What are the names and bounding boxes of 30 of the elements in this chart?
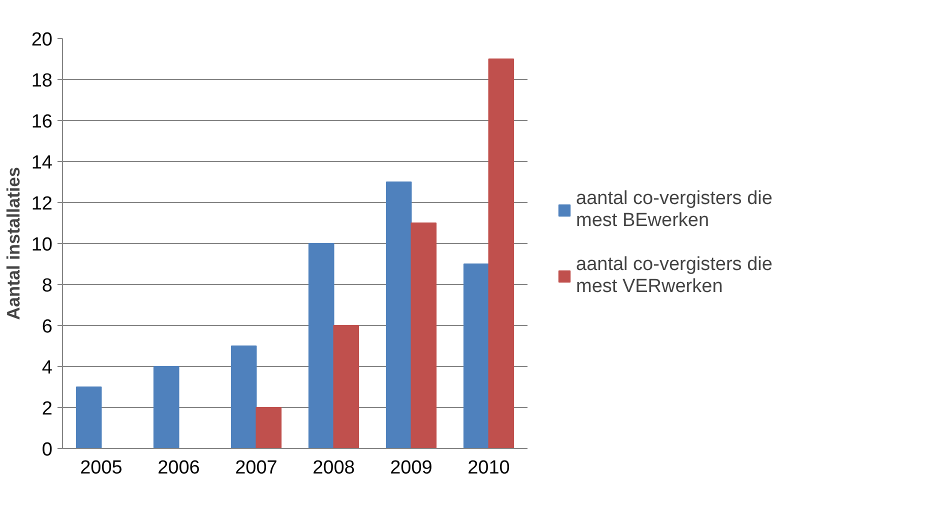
y-tick-label: 8 — [42, 276, 53, 296]
y-tick-label: 6 — [42, 316, 53, 338]
bar — [76, 386, 102, 448]
y-tick-label: 18 — [31, 70, 53, 92]
y-tick-label: 0 — [42, 440, 53, 460]
x-tick-label: 2007 — [235, 458, 278, 478]
bar — [463, 264, 490, 448]
y-tick-label: 14 — [31, 152, 53, 174]
y-tick-label: 2 — [42, 398, 53, 420]
bar — [256, 407, 282, 448]
bar — [308, 243, 334, 448]
y-tick-label: 12 — [31, 194, 53, 214]
legend-label: aantal co-vergisters die mest VERwerken — [576, 254, 772, 298]
bar — [333, 325, 360, 448]
y-tick-label: 16 — [31, 112, 53, 132]
bar — [410, 222, 437, 448]
bar — [153, 366, 180, 448]
y-tick-label: 10 — [31, 234, 53, 256]
x-tick-label: 2005 — [80, 458, 122, 478]
bar — [488, 58, 514, 448]
bar — [386, 182, 412, 448]
x-tick-label: 2009 — [390, 458, 432, 478]
x-tick-label: 2010 — [468, 458, 510, 478]
x-tick-label: 2008 — [312, 458, 355, 478]
bar — [230, 346, 257, 448]
y-axis-title: Aantal installaties — [3, 166, 24, 320]
y-tick-label: 20 — [31, 30, 53, 50]
y-tick-label: 4 — [42, 358, 53, 378]
x-tick-label: 2006 — [158, 458, 200, 478]
legend-label: aantal co-vergisters die mest BEwerken — [576, 188, 772, 232]
